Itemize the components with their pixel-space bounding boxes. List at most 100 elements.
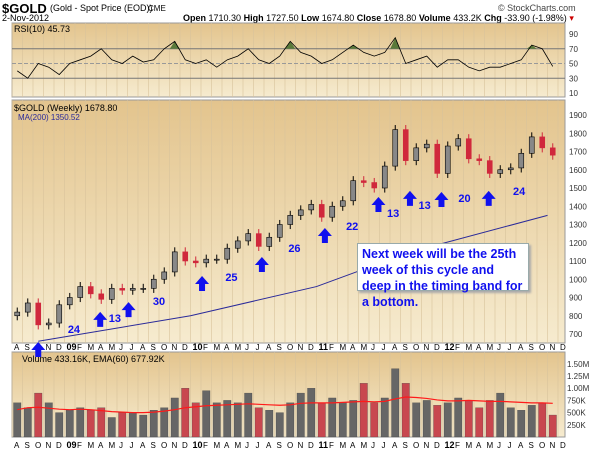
month-tick-label: N: [172, 441, 178, 450]
volume-bar: [328, 397, 337, 438]
volume-bar: [517, 410, 526, 438]
volume-bar: [338, 402, 347, 438]
month-tick-label: A: [392, 343, 398, 352]
volume-bar: [170, 397, 179, 438]
month-tick-label: M: [487, 343, 494, 352]
volume-bar: [13, 402, 22, 438]
candle-body: [476, 158, 483, 161]
month-tick-label: N: [298, 343, 304, 352]
price-tick-label: 1400: [569, 202, 587, 211]
price-tick-label: 1200: [569, 239, 587, 248]
month-tick-label: M: [109, 441, 116, 450]
month-tick-label: J: [256, 441, 260, 450]
volume-bar: [160, 407, 169, 438]
month-tick-label: D: [560, 343, 566, 352]
volume-bar: [359, 383, 368, 438]
price-tick-label: 1000: [569, 275, 587, 284]
month-tick-label: D: [56, 441, 62, 450]
month-tick-label: A: [476, 441, 482, 450]
month-tick-label: A: [518, 441, 524, 450]
candle-body: [297, 209, 304, 216]
month-tick-label: 12: [445, 440, 455, 450]
month-tick-label: A: [140, 343, 146, 352]
month-tick-label: O: [287, 343, 293, 352]
volume-tick-label: 500K: [567, 409, 586, 418]
cycle-length-label: 30: [153, 296, 165, 308]
month-tick-label: J: [119, 441, 123, 450]
volume-bar: [349, 400, 358, 438]
volume-bar: [391, 368, 400, 438]
volume-ema-line: [17, 396, 553, 414]
candle-body: [266, 236, 273, 247]
month-tick-label: D: [308, 343, 314, 352]
price-tick-label: 1300: [569, 221, 587, 230]
volume-bar: [244, 392, 253, 438]
month-tick-label: D: [434, 441, 440, 450]
month-tick-label: F: [455, 343, 460, 352]
volume-bar: [433, 405, 442, 438]
candle-body: [182, 251, 189, 262]
candle-body: [465, 138, 472, 160]
candle-body: [518, 153, 525, 169]
month-tick-label: A: [266, 343, 272, 352]
volume-bar: [44, 402, 53, 438]
volume-bar: [454, 397, 463, 438]
price-tick-label: 1800: [569, 129, 587, 138]
volume-bar: [296, 392, 305, 438]
volume-bar: [223, 400, 232, 438]
month-tick-label: 11: [319, 342, 329, 352]
month-tick-label: O: [539, 343, 545, 352]
cycle-length-label: 26: [288, 243, 300, 255]
month-tick-label: M: [466, 343, 473, 352]
month-tick-label: A: [224, 441, 230, 450]
volume-bar: [265, 410, 274, 438]
month-tick-label: F: [203, 441, 208, 450]
volume-bar: [76, 407, 85, 438]
month-tick-label: S: [25, 343, 30, 352]
month-tick-label: A: [350, 441, 356, 450]
month-tick-label: A: [98, 441, 104, 450]
month-tick-label: O: [539, 441, 545, 450]
volume-bar: [55, 412, 64, 438]
month-tick-label: J: [245, 343, 249, 352]
volume-bar: [212, 402, 221, 438]
cycle-low-arrow-icon: [254, 256, 269, 272]
month-tick-label: O: [413, 441, 419, 450]
candle-body: [350, 180, 357, 202]
month-tick-label: M: [340, 343, 347, 352]
month-tick-label: 12: [445, 342, 455, 352]
annotation-note: Next week will be the 25th week of this …: [357, 243, 529, 309]
candle-body: [140, 288, 147, 290]
month-tick-label: J: [382, 441, 386, 450]
month-tick-label: M: [340, 441, 347, 450]
month-tick-label: J: [508, 441, 512, 450]
volume-bar: [485, 400, 494, 438]
month-tick-label: S: [529, 343, 534, 352]
volume-bar: [202, 390, 211, 438]
month-tick-label: J: [371, 441, 375, 450]
candle-body: [129, 288, 136, 291]
rsi-panel: [11, 22, 566, 98]
volume-bar: [527, 405, 536, 438]
month-tick-label: J: [245, 441, 249, 450]
volume-bar: [380, 397, 389, 438]
candle-body: [224, 247, 231, 260]
price-tick-label: 1700: [569, 148, 587, 157]
volume-tick-label: 750K: [567, 396, 586, 405]
candle-body: [308, 204, 315, 211]
cycle-low-arrow-icon: [93, 311, 108, 327]
cycle-length-label: 13: [419, 200, 431, 212]
month-tick-label: O: [35, 441, 41, 450]
volume-bar: [506, 407, 515, 438]
candle-body: [455, 138, 462, 147]
candle-body: [192, 260, 199, 264]
volume-title: Volume 433.16K, EMA(60) 677.92K: [22, 354, 165, 364]
candle-body: [287, 215, 294, 225]
month-tick-label: J: [382, 343, 386, 352]
month-tick-label: S: [277, 343, 282, 352]
month-tick-label: F: [455, 441, 460, 450]
month-tick-label: S: [25, 441, 30, 450]
month-tick-label: F: [77, 441, 82, 450]
month-tick-label: M: [214, 441, 221, 450]
